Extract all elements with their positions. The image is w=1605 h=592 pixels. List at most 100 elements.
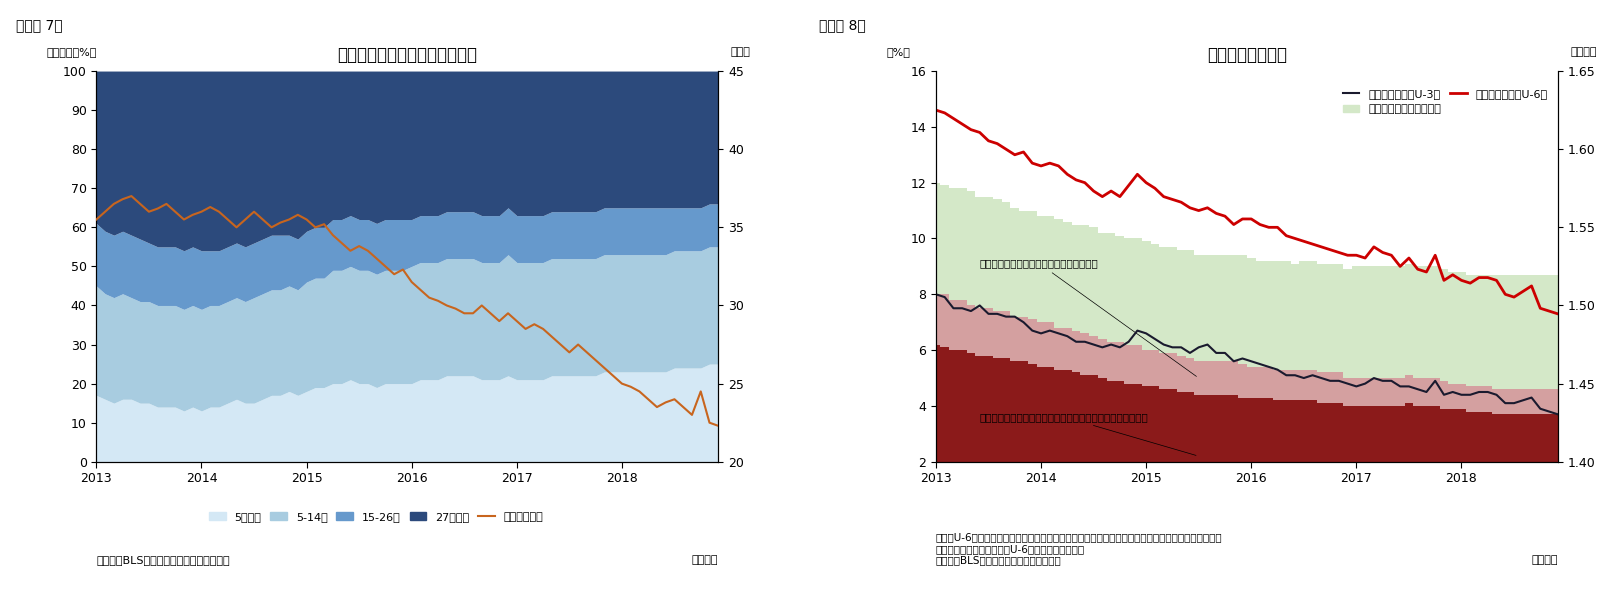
- Bar: [1526, 414, 1534, 517]
- Bar: [1281, 261, 1290, 369]
- Bar: [1351, 266, 1359, 378]
- Bar: [1132, 239, 1141, 345]
- Bar: [1080, 401, 1088, 592]
- Bar: [1342, 406, 1351, 517]
- Bar: [931, 415, 939, 592]
- Bar: [1465, 359, 1473, 592]
- Bar: [974, 308, 984, 356]
- Bar: [1063, 369, 1071, 517]
- Bar: [1245, 258, 1255, 367]
- Bar: [1263, 398, 1273, 517]
- Bar: [1027, 364, 1035, 517]
- Bar: [984, 308, 992, 356]
- Bar: [1167, 247, 1176, 353]
- Bar: [1255, 382, 1263, 592]
- Bar: [957, 300, 966, 350]
- Bar: [1053, 328, 1063, 369]
- Bar: [1544, 275, 1552, 389]
- Bar: [1071, 403, 1080, 592]
- Bar: [1298, 376, 1308, 592]
- Bar: [1509, 275, 1517, 389]
- Bar: [1141, 387, 1149, 517]
- Bar: [1517, 275, 1526, 389]
- Bar: [1334, 372, 1342, 403]
- Title: 失業期間の分布と平均失業期間: 失業期間の分布と平均失業期間: [337, 46, 477, 64]
- Bar: [1359, 406, 1369, 517]
- Bar: [1526, 275, 1534, 389]
- Bar: [1045, 322, 1053, 367]
- Bar: [1308, 374, 1316, 592]
- Bar: [1002, 202, 1010, 311]
- Bar: [1220, 255, 1228, 361]
- Bar: [1071, 372, 1080, 517]
- Text: 経済的理由によるパートタイマー（右軸）: 経済的理由によるパートタイマー（右軸）: [979, 258, 1196, 377]
- Bar: [1124, 345, 1132, 384]
- Bar: [1237, 364, 1245, 398]
- Bar: [1194, 255, 1202, 361]
- Bar: [1132, 384, 1141, 517]
- Bar: [1159, 247, 1167, 353]
- Text: （億人）: （億人）: [1570, 47, 1595, 57]
- Bar: [1202, 388, 1212, 592]
- Bar: [1228, 384, 1237, 592]
- Bar: [1141, 399, 1149, 592]
- Bar: [1263, 367, 1273, 398]
- Bar: [1053, 369, 1063, 517]
- Bar: [939, 348, 949, 517]
- Bar: [1430, 363, 1438, 592]
- Bar: [931, 183, 939, 294]
- Bar: [1544, 338, 1552, 592]
- Bar: [1456, 355, 1465, 592]
- Bar: [1132, 401, 1141, 592]
- Bar: [1412, 266, 1420, 378]
- Bar: [957, 188, 966, 300]
- Bar: [1552, 414, 1562, 517]
- Text: （資料）BLSよりニッセイ基礎研究所作成: （資料）BLSよりニッセイ基礎研究所作成: [96, 555, 230, 565]
- Bar: [1027, 408, 1035, 592]
- Bar: [1053, 406, 1063, 592]
- Bar: [1509, 414, 1517, 517]
- Bar: [1316, 376, 1324, 592]
- Bar: [949, 350, 957, 517]
- Bar: [1501, 389, 1509, 414]
- Bar: [1159, 394, 1167, 592]
- Bar: [1369, 406, 1377, 517]
- Bar: [1115, 381, 1124, 517]
- Bar: [1324, 403, 1334, 517]
- Bar: [1132, 345, 1141, 384]
- Bar: [1324, 372, 1334, 403]
- Bar: [1228, 395, 1237, 517]
- Bar: [1430, 266, 1438, 378]
- Bar: [1149, 350, 1159, 387]
- Bar: [1395, 266, 1404, 378]
- Bar: [1404, 263, 1412, 375]
- Bar: [1395, 378, 1404, 406]
- Bar: [1534, 275, 1544, 389]
- Bar: [1063, 328, 1071, 369]
- Bar: [1290, 263, 1298, 369]
- Bar: [939, 185, 949, 294]
- Bar: [1526, 342, 1534, 592]
- Bar: [1387, 368, 1395, 592]
- Bar: [1534, 343, 1544, 592]
- Text: （図表 8）: （図表 8）: [819, 18, 865, 32]
- Bar: [966, 191, 974, 305]
- Bar: [1404, 363, 1412, 592]
- Bar: [974, 356, 984, 517]
- Bar: [1308, 400, 1316, 517]
- Bar: [1098, 233, 1106, 339]
- Bar: [1237, 385, 1245, 592]
- Bar: [1473, 275, 1483, 387]
- Bar: [1202, 361, 1212, 395]
- Bar: [1019, 317, 1027, 361]
- Bar: [1509, 389, 1517, 414]
- Bar: [1106, 342, 1115, 381]
- Bar: [984, 410, 992, 592]
- Bar: [1088, 399, 1098, 592]
- Bar: [949, 188, 957, 300]
- Bar: [1501, 351, 1509, 592]
- Bar: [957, 415, 966, 592]
- Bar: [1281, 369, 1290, 400]
- Bar: [1298, 400, 1308, 517]
- Bar: [1237, 255, 1245, 364]
